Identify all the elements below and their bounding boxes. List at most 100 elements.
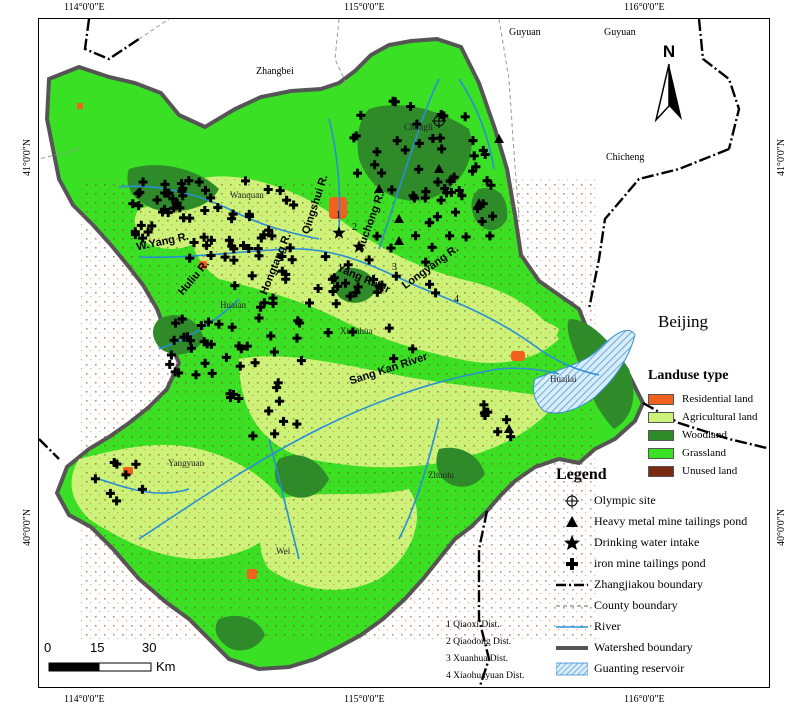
cross-icon <box>272 383 282 393</box>
cross-icon <box>134 201 144 211</box>
cross-icon <box>241 176 250 186</box>
cross-icon <box>343 260 353 270</box>
place-beijing: Beijing <box>658 312 709 331</box>
cross-icon <box>220 252 230 262</box>
scale-tick-15: 15 <box>90 640 105 655</box>
landuse-swatch <box>648 429 674 441</box>
cross-icon <box>179 332 189 342</box>
cross-icon <box>160 204 169 214</box>
cross-icon <box>171 318 181 328</box>
cross-icon <box>293 316 303 326</box>
triangle-icon <box>394 214 404 223</box>
district-num-1: 1 <box>336 210 341 221</box>
legend-label: Watershed boundary <box>594 640 693 654</box>
cross-icon <box>200 358 210 368</box>
cross-icon <box>348 327 358 337</box>
cross-icon <box>267 231 277 241</box>
cross-icon <box>478 145 488 155</box>
cross-icon <box>247 271 257 281</box>
cross-icon <box>425 217 435 227</box>
cross-icon <box>345 291 355 301</box>
cross-icon <box>206 339 216 349</box>
cross-icon <box>137 484 147 494</box>
legend-title: Legend <box>556 466 607 483</box>
cross-icon <box>244 244 254 253</box>
cross-icon <box>112 496 122 506</box>
cross-icon <box>478 199 488 209</box>
cross-icon <box>200 206 210 215</box>
tick-right-40: 40°0'0"N <box>776 508 787 546</box>
drinking-water-intake-markers <box>332 226 386 293</box>
legend-label: Drinking water intake <box>594 535 700 549</box>
cross-icon <box>369 274 378 284</box>
landuse-legend-item: Unused land <box>642 462 774 480</box>
cross-icon <box>131 459 141 469</box>
cross-icon <box>185 253 195 263</box>
cross-icon <box>236 344 246 354</box>
district-item: 3 Xuanhua Dist. <box>446 654 509 664</box>
cross-icon <box>292 419 302 429</box>
cross-icon <box>292 333 302 343</box>
legend-item: Olympic site <box>556 490 776 511</box>
cross-icon <box>256 302 266 312</box>
cross-icon <box>135 187 145 197</box>
cross-icon <box>341 278 350 288</box>
cross-icon <box>391 271 401 281</box>
cross-icon <box>201 185 210 195</box>
cross-icon <box>445 231 455 241</box>
cross-icon <box>275 186 285 196</box>
place-wei: Wei <box>276 546 291 556</box>
cross-icon <box>471 162 481 172</box>
legend-item: Guanting reservoir <box>556 658 776 679</box>
cross-icon <box>390 97 400 107</box>
cross-icon <box>384 323 394 333</box>
cross-icon <box>264 406 274 416</box>
cross-icon <box>285 243 295 253</box>
cross-icon <box>377 168 387 178</box>
county-boundaries <box>39 19 520 220</box>
triangle-icon <box>394 236 404 245</box>
main-legend: Legend Olympic site Heavy metal mine tail… <box>556 466 776 679</box>
cross-icon <box>185 336 195 346</box>
legend-label: Zhangjiakou boundary <box>594 577 703 591</box>
dashed-line-icon <box>556 603 588 609</box>
cross-icon <box>229 244 239 254</box>
legend-label: Olympic site <box>594 493 656 507</box>
legend-item: Heavy metal mine tailings pond <box>556 511 776 532</box>
cross-icon <box>313 284 323 293</box>
cross-icon <box>242 341 252 351</box>
north-arrow-icon <box>654 63 682 122</box>
cross-icon <box>323 328 333 338</box>
district-item: 1 Qiaoxi Dist. <box>446 620 500 630</box>
cross-icon <box>277 266 287 276</box>
cross-icon <box>372 287 382 297</box>
landuse-legend-item: Residential land <box>642 390 774 408</box>
cross-icon <box>274 396 284 406</box>
thick-line-icon <box>556 645 588 651</box>
cross-icon <box>163 208 173 218</box>
scale-bar-graphic <box>48 662 152 672</box>
tick-bottom-116: 116°0'0"E <box>624 694 665 705</box>
olympic-site-icon <box>556 493 588 509</box>
cross-icon <box>411 231 421 241</box>
cross-icon <box>228 209 238 219</box>
cross-icon <box>166 350 176 360</box>
cross-icon <box>109 458 119 467</box>
hatch-icon <box>556 662 588 676</box>
cross-icon <box>199 337 209 347</box>
cross-icon <box>248 431 258 441</box>
cross-icon <box>282 195 292 205</box>
place-wanquan: Wanquan <box>230 190 264 200</box>
cross-icon <box>439 111 449 121</box>
tick-left-40: 40°0'0"N <box>22 508 33 546</box>
landuse-label: Residential land <box>682 393 754 405</box>
cross-icon <box>214 319 224 329</box>
landuse-swatch <box>648 465 674 477</box>
cross-icon <box>177 179 187 189</box>
cross-icon <box>449 172 459 182</box>
cross-icon <box>479 400 489 410</box>
cross-icon <box>230 281 240 291</box>
cross-icon <box>440 184 450 194</box>
cross-icon <box>143 227 153 237</box>
cross-icon <box>502 415 512 425</box>
